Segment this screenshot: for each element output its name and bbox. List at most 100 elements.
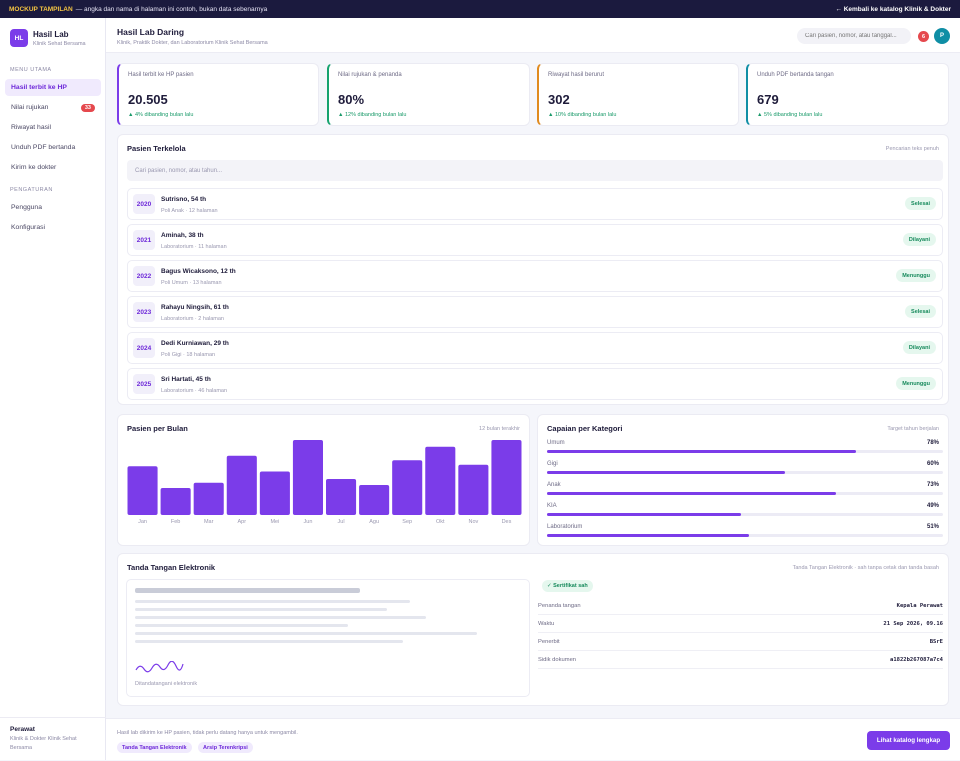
stat-delta: ▲ 4% dibanding bulan lalu <box>128 112 194 118</box>
patient-name: Bagus Wicaksono, 12 th <box>161 268 236 275</box>
stat-card-nilai-rujukan: Nilai rujukan & penanda 80% ▲ 12% diband… <box>327 63 530 126</box>
signature-field: Waktu 21 Sep 2026, 09.16 <box>538 615 943 633</box>
field-key: Penanda tangan <box>538 602 581 609</box>
category-progress <box>547 534 943 537</box>
stat-card-hasil-terbit: Hasil terbit ke HP pasien 20.505 ▲ 4% di… <box>117 63 319 126</box>
patient-row[interactable]: 2020 Sutrisno, 54 th Poli Anak · 12 hala… <box>127 188 943 220</box>
sidebar-item-label: Konfigurasi <box>11 224 46 231</box>
category-progress <box>547 471 943 474</box>
patient-year: 2024 <box>133 338 155 358</box>
stat-delta: ▲ 12% dibanding bulan lalu <box>338 112 407 118</box>
x-tick-label: Nov <box>468 519 478 525</box>
bar-apr <box>226 455 257 515</box>
patient-row[interactable]: 2023 Rahayu Ningsih, 61 th Laboratorium … <box>127 296 943 328</box>
patient-name: Aminah, 38 th <box>161 232 204 239</box>
doc-text-line <box>135 624 348 627</box>
sidebar-item-unduh-pdf[interactable]: Unduh PDF bertanda <box>5 139 101 156</box>
category-title: Capaian per Kategori <box>547 424 623 433</box>
field-key: Waktu <box>538 620 555 627</box>
status-badge: Selesai <box>905 197 936 210</box>
bar-nov <box>458 464 489 515</box>
patient-row[interactable]: 2022 Bagus Wicaksono, 12 th Poli Umum · … <box>127 260 943 292</box>
status-badge: Menunggu <box>896 269 936 282</box>
sidebar-item-kirim-dokter[interactable]: Kirim ke dokter <box>5 159 101 176</box>
category-label: Umum <box>547 440 565 446</box>
chart-title: Pasien per Bulan <box>127 424 188 433</box>
patient-row[interactable]: 2021 Aminah, 38 th Laboratorium · 11 hal… <box>127 224 943 256</box>
brand-title: Hasil Lab <box>33 29 69 39</box>
stat-value: 679 <box>757 92 779 107</box>
category-percent: 73% <box>926 482 939 488</box>
stat-value: 80% <box>338 92 365 107</box>
x-tick-label: Apr <box>238 519 247 525</box>
banner-text: — angka dan nama di halaman ini contoh, … <box>75 5 268 13</box>
category-label: Laboratorium <box>547 524 583 530</box>
patient-name: Sutrisno, 54 th <box>161 196 207 203</box>
x-tick-label: Des <box>502 519 512 525</box>
x-tick-label: Jul <box>338 519 345 525</box>
category-progress-fill <box>547 492 837 495</box>
category-panel: Capaian per Kategori Target tahun berjal… <box>537 414 949 546</box>
status-badge: Dilayani <box>902 233 936 246</box>
field-key: Sidik dokumen <box>538 656 577 663</box>
patient-meta: Poli Gigi · 18 halaman <box>161 352 216 358</box>
field-value: a1822b267087a7c4 <box>890 656 943 663</box>
stat-label: Hasil terbit ke HP pasien <box>128 72 194 78</box>
notification-badge[interactable]: 6 <box>918 31 929 42</box>
field-value: BSrE <box>929 638 943 645</box>
stat-card-riwayat: Riwayat hasil berurut 302 ▲ 10% dibandin… <box>537 63 739 126</box>
patient-row[interactable]: 2024 Dedi Kurniawan, 29 th Poli Gigi · 1… <box>127 332 943 364</box>
chart-note: 12 bulan terakhir <box>479 426 520 432</box>
category-label: Anak <box>547 482 561 488</box>
bar-sep <box>392 460 423 515</box>
brand-logo: HL <box>10 29 28 47</box>
x-tick-label: Feb <box>171 519 180 525</box>
sidebar-user: Perawat Klinik & Dokter Klinik Sehat Ber… <box>0 717 106 761</box>
doc-text-line <box>135 632 477 635</box>
patient-search-input[interactable]: Cari pasien, nomor, atau tahun... <box>127 160 943 181</box>
stat-value: 20.505 <box>128 92 168 107</box>
sidebar-item-label: Riwayat hasil <box>11 124 52 131</box>
x-tick-label: Jan <box>138 519 147 525</box>
bar-jan <box>127 466 158 515</box>
patient-name: Sri Hartati, 45 th <box>161 376 211 383</box>
signature-scribble <box>135 661 184 673</box>
bar-mei <box>259 471 290 515</box>
patient-year: 2020 <box>133 194 155 214</box>
patient-row[interactable]: 2025 Sri Hartati, 45 th Laboratorium · 4… <box>127 368 943 400</box>
field-value: Kepala Perawat <box>896 602 943 609</box>
sidebar-item-konfigurasi[interactable]: Konfigurasi <box>5 219 101 236</box>
view-catalog-button[interactable]: Lihat katalog lengkap <box>867 731 950 750</box>
sidebar-item-hasil-terbit[interactable]: Hasil terbit ke HP <box>5 79 101 96</box>
sidebar-item-pengguna[interactable]: Pengguna <box>5 199 101 216</box>
category-label: Gigi <box>547 461 558 467</box>
sidebar-item-nilai-rujukan[interactable]: Nilai rujukan 33 <box>5 99 101 116</box>
search-input[interactable] <box>797 28 911 44</box>
bar-des <box>491 440 522 515</box>
sidebar: HL Hasil Lab Klinik Sehat Bersama MENU U… <box>0 18 106 760</box>
stat-label: Unduh PDF bertanda tangan <box>757 72 834 78</box>
category-progress <box>547 492 943 495</box>
patient-year: 2025 <box>133 374 155 394</box>
patient-meta: Laboratorium · 46 halaman <box>161 388 228 394</box>
category-note: Target tahun berjalan <box>887 426 939 432</box>
status-badge: Dilayani <box>902 341 936 354</box>
bar-chart: Jan Feb Mar Apr Mei Jun Jul Agu Sep Okt Nov Des <box>127 440 522 525</box>
back-to-catalog-link[interactable]: ← Kembali ke katalog Klinik & Dokter <box>835 5 951 13</box>
monthly-chart-panel: Pasien per Bulan 12 bulan terakhir Jan Fe… <box>117 414 530 546</box>
page-header: Hasil Lab Daring Klinik, Praktik Dokter,… <box>106 18 960 53</box>
sidebar-item-label: Unduh PDF bertanda <box>11 144 76 151</box>
bar-feb <box>160 488 191 515</box>
page-title: Hasil Lab Daring <box>117 27 185 37</box>
avatar[interactable]: P <box>934 28 950 44</box>
patient-meta: Poli Anak · 12 halaman <box>161 208 218 214</box>
x-tick-label: Okt <box>436 519 445 525</box>
banner-message: MOCKUP TAMPILAN — angka dan nama di halam… <box>9 6 267 13</box>
stat-card-unduh-pdf: Unduh PDF bertanda tangan 679 ▲ 5% diban… <box>746 63 949 126</box>
user-org: Klinik & Dokter Klinik Sehat Bersama <box>10 736 77 751</box>
banner-tag: MOCKUP TAMPILAN <box>9 5 73 13</box>
signature-title: Tanda Tangan Elektronik <box>127 563 216 572</box>
field-key: Penerbit <box>538 638 560 645</box>
sidebar-item-riwayat-hasil[interactable]: Riwayat hasil <box>5 119 101 136</box>
category-label: KIA <box>547 503 557 509</box>
